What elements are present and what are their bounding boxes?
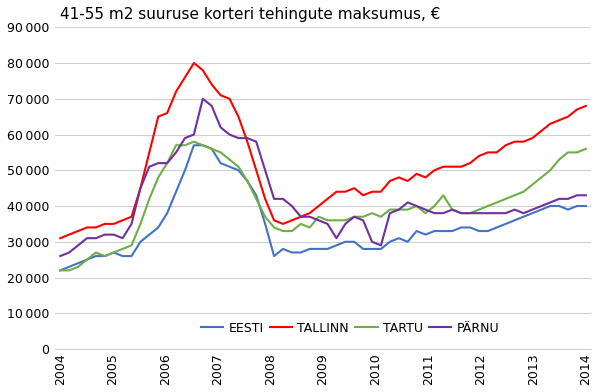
EESTI xyxy=(395,236,403,241)
EESTI xyxy=(582,204,589,209)
TARTU xyxy=(199,143,206,148)
PÄRNU xyxy=(235,136,242,140)
Line: TALLINN: TALLINN xyxy=(60,63,586,238)
Line: PÄRNU: PÄRNU xyxy=(60,99,586,256)
PÄRNU xyxy=(217,125,224,130)
TALLINN xyxy=(199,68,206,73)
EESTI xyxy=(235,168,242,172)
PÄRNU xyxy=(582,193,589,198)
PÄRNU xyxy=(56,254,64,258)
TALLINN xyxy=(56,236,64,241)
TARTU xyxy=(56,268,64,273)
TARTU xyxy=(395,207,403,212)
EESTI xyxy=(190,143,197,148)
EESTI xyxy=(199,143,206,148)
TALLINN xyxy=(146,150,153,155)
TALLINN xyxy=(190,61,197,65)
PÄRNU xyxy=(395,207,403,212)
EESTI xyxy=(56,268,64,273)
Line: EESTI: EESTI xyxy=(60,145,586,270)
TARTU xyxy=(244,179,251,183)
Text: 41-55 m2 suuruse korteri tehingute maksumus, €: 41-55 m2 suuruse korteri tehingute maksu… xyxy=(61,7,441,22)
PÄRNU xyxy=(190,132,197,137)
TALLINN xyxy=(582,103,589,108)
TARTU xyxy=(582,147,589,151)
TARTU xyxy=(217,150,224,155)
EESTI xyxy=(244,179,251,183)
Line: TARTU: TARTU xyxy=(60,142,586,270)
EESTI xyxy=(146,232,153,237)
PÄRNU xyxy=(146,164,153,169)
PÄRNU xyxy=(244,136,251,140)
TALLINN xyxy=(244,139,251,144)
TALLINN xyxy=(217,93,224,98)
TALLINN xyxy=(235,114,242,119)
TARTU xyxy=(235,164,242,169)
TARTU xyxy=(146,196,153,201)
Legend: EESTI, TALLINN, TARTU, PÄRNU: EESTI, TALLINN, TARTU, PÄRNU xyxy=(196,317,504,339)
EESTI xyxy=(217,161,224,165)
TARTU xyxy=(190,139,197,144)
TALLINN xyxy=(395,175,403,180)
PÄRNU xyxy=(199,96,206,101)
